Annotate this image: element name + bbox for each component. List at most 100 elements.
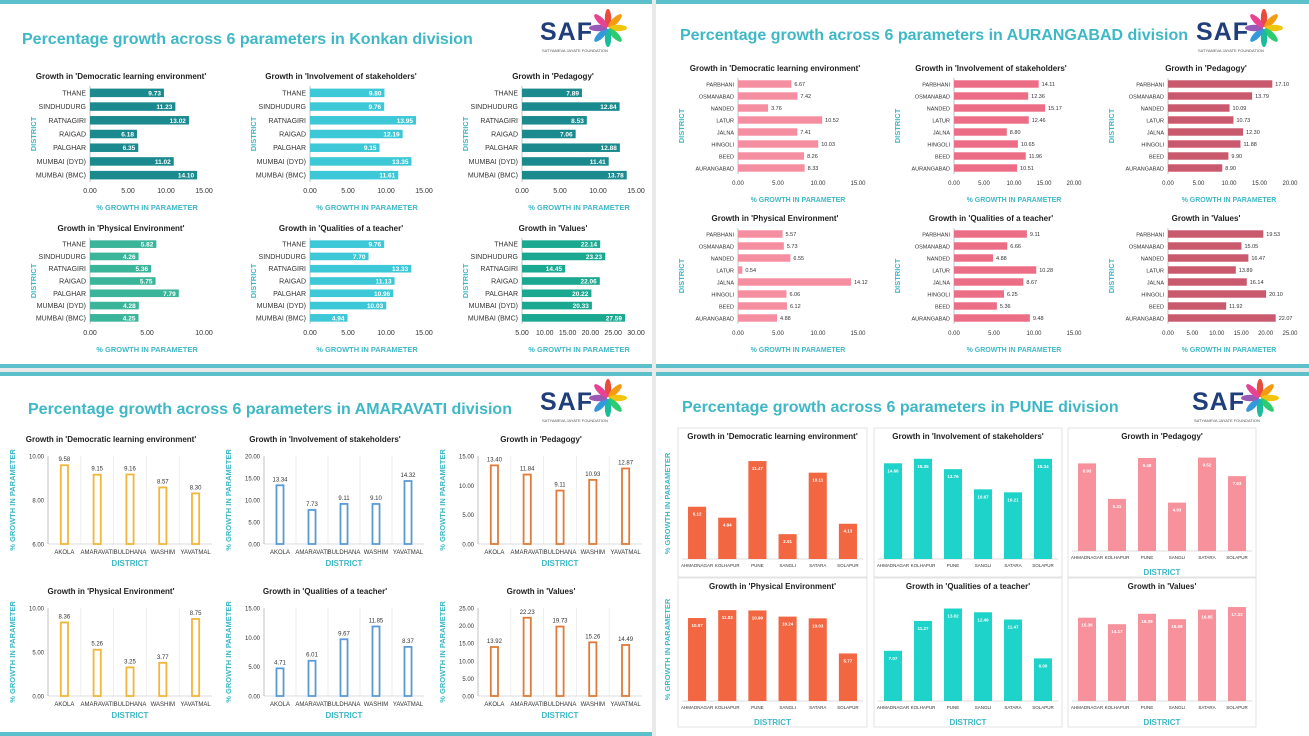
tick-label: 5.00 bbox=[988, 331, 1000, 337]
saf-logo-text: SAF bbox=[1192, 388, 1245, 416]
tick-label: 0.00 bbox=[732, 181, 744, 187]
bar bbox=[90, 129, 137, 139]
panel-title: Percentage growth across 6 parameters in… bbox=[28, 401, 512, 418]
x-axis-label: DISTRICT bbox=[950, 718, 987, 727]
data-label: 13.33 bbox=[392, 266, 409, 273]
chart-title: Growth in 'Physical Environment' bbox=[712, 214, 839, 223]
petal bbox=[1261, 394, 1279, 402]
data-label: 9.58 bbox=[59, 457, 71, 463]
bar bbox=[954, 266, 1037, 274]
data-label: 27.59 bbox=[606, 315, 623, 322]
data-label: 23.23 bbox=[586, 254, 603, 261]
data-label: 7.06 bbox=[560, 132, 573, 139]
chart-title: Growth in 'Physical Environment' bbox=[709, 582, 836, 591]
category-label: SATARA bbox=[1004, 705, 1021, 710]
chart-aurangabad-val: Growth in 'Values' PARBHANI 19.53 OSMANABAD… bbox=[1107, 214, 1298, 354]
bar bbox=[92, 473, 102, 545]
category-label: SATARA bbox=[809, 563, 826, 568]
category-label: LATUR bbox=[716, 269, 734, 275]
data-label: 14.11 bbox=[1042, 82, 1055, 88]
bar bbox=[1168, 104, 1230, 112]
tick-label: 15.00 bbox=[1252, 181, 1268, 187]
chart-title: Growth in 'Involvement of stakeholders' bbox=[892, 432, 1043, 441]
category-label: AURANGABAD bbox=[1125, 167, 1164, 173]
data-label: 9.73 bbox=[148, 90, 161, 97]
bottom-border bbox=[656, 364, 1309, 368]
petal bbox=[608, 384, 622, 398]
bar bbox=[90, 170, 198, 180]
chart-aurangabad-dle: Growth in 'Democratic learning environme… bbox=[677, 64, 866, 204]
data-label: 3.25 bbox=[124, 659, 136, 665]
data-label: 15.05 bbox=[1244, 244, 1258, 250]
category-label: SINDHUDURG bbox=[39, 104, 86, 111]
bar bbox=[90, 240, 157, 248]
category-label: JALNA bbox=[1147, 281, 1164, 287]
tick-label: 10.00 bbox=[245, 499, 261, 505]
bar bbox=[90, 116, 189, 125]
chart-title: Growth in 'Involvement of stakeholders' bbox=[249, 435, 400, 444]
category-label: RATNAGIRI bbox=[48, 266, 86, 273]
chart-amaravati-pe: Growth in 'Physical Environment' 0.00 5.00… bbox=[8, 587, 212, 720]
tick-label: 0.00 bbox=[462, 695, 474, 701]
tick-label: 0.00 bbox=[515, 188, 529, 195]
chart-title: Growth in 'Democratic learning environme… bbox=[26, 435, 197, 444]
category-label: YAVATMAL bbox=[180, 702, 211, 708]
category-label: OSMANABAD bbox=[699, 95, 734, 101]
bar bbox=[1168, 290, 1267, 298]
category-label: JALNA bbox=[717, 131, 734, 137]
bar bbox=[738, 116, 823, 124]
category-label: HINGOLI bbox=[1141, 143, 1164, 149]
tick-label: 15.00 bbox=[459, 455, 475, 461]
bar bbox=[1034, 458, 1052, 559]
category-label: MUMBAI (DYD) bbox=[257, 303, 306, 310]
bar bbox=[621, 467, 631, 545]
bar bbox=[954, 230, 1027, 238]
category-label: JALNA bbox=[933, 281, 950, 287]
tick-label: 15.00 bbox=[245, 477, 261, 483]
bar bbox=[738, 104, 769, 112]
category-label: THANE bbox=[62, 242, 86, 249]
category-label: KOLHAPUR bbox=[1105, 555, 1131, 560]
bar bbox=[310, 157, 412, 166]
bar bbox=[522, 252, 606, 261]
x-axis-label: % GROWTH IN PARAMETER bbox=[96, 203, 198, 212]
category-label: BEED bbox=[1149, 155, 1164, 161]
tick-label: 10.00 bbox=[377, 330, 395, 337]
category-label: OSMANABAD bbox=[699, 245, 734, 251]
data-label: 6.55 bbox=[793, 256, 804, 262]
data-label: 14.10 bbox=[178, 173, 195, 180]
bar bbox=[1108, 498, 1126, 551]
data-label: 22.06 bbox=[581, 279, 598, 286]
flower-icon bbox=[589, 379, 627, 417]
amaravati-division-panel: Percentage growth across 6 parameters in… bbox=[0, 372, 652, 736]
category-label: SATARA bbox=[1198, 555, 1215, 560]
category-label: HINGOLI bbox=[711, 143, 734, 149]
bar bbox=[738, 140, 819, 148]
data-label: 6.12 bbox=[693, 512, 702, 517]
bar bbox=[310, 143, 380, 152]
category-label: KOLHAPUR bbox=[911, 705, 937, 710]
data-label: 11.96 bbox=[1029, 154, 1042, 160]
data-label: 8.90 bbox=[1225, 166, 1236, 172]
data-label: 8.80 bbox=[1010, 130, 1021, 136]
data-label: 7.70 bbox=[353, 254, 366, 261]
petal bbox=[594, 14, 608, 28]
saf-logo: SAF SATYAMEVA JAYATE FOUNDATION bbox=[1196, 8, 1283, 53]
data-label: 15.17 bbox=[1048, 106, 1062, 112]
bar bbox=[90, 102, 176, 111]
data-label: 11.47 bbox=[752, 466, 764, 471]
bar bbox=[403, 645, 413, 697]
data-label: 14.12 bbox=[854, 280, 868, 286]
chart-pune-ped: Growth in 'Pedagogy' 8.93 AHMADNAGAR 5.31 KO… bbox=[1067, 427, 1257, 578]
bar bbox=[974, 489, 992, 559]
data-label: 8.37 bbox=[402, 639, 414, 645]
bar bbox=[158, 661, 168, 697]
data-label: 10.96 bbox=[374, 291, 391, 298]
category-label: WASHIM bbox=[364, 702, 388, 708]
tick-label: 15.00 bbox=[245, 607, 261, 613]
category-label: BEED bbox=[719, 305, 734, 311]
bar bbox=[522, 301, 592, 310]
tick-label: 20.00 bbox=[1066, 181, 1082, 187]
tick-label: 10.00 bbox=[245, 636, 261, 642]
x-axis-label: DISTRICT bbox=[754, 718, 791, 727]
